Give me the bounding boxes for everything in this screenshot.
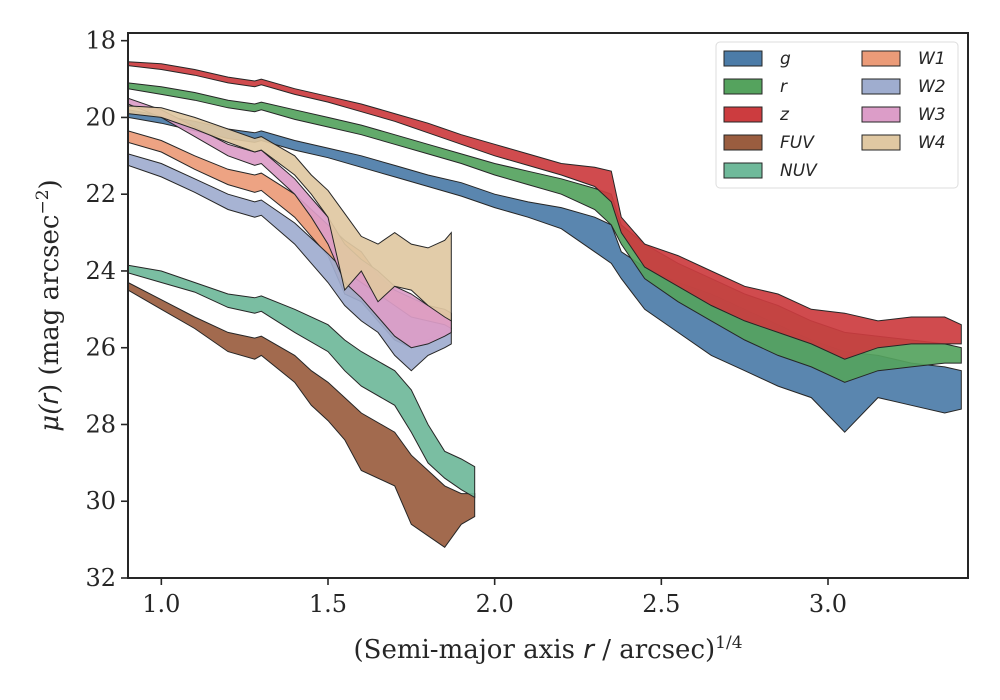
legend-label-w2: W2 (918, 77, 946, 97)
legend-swatch-z (723, 106, 763, 123)
legend-swatch-g (723, 50, 763, 67)
legend-swatch-fuv (723, 134, 763, 151)
legend-swatch-r (723, 78, 763, 95)
legend-label-r: r (780, 77, 788, 97)
x-tick-label: 2.0 (476, 590, 514, 618)
x-tick-label: 2.5 (642, 590, 680, 618)
plot-area (128, 61, 962, 548)
legend-label-w3: W3 (918, 105, 946, 125)
legend-swatch-w3 (861, 106, 901, 123)
legend-label-nuv: NUV (780, 161, 818, 181)
legend-swatch-w4 (861, 134, 901, 151)
band-w2 (128, 153, 452, 372)
x-tick-label: 1.5 (309, 590, 347, 618)
y-tick-label: 30 (85, 487, 116, 515)
legend-swatch-w2 (861, 78, 901, 95)
legend-label-w1: W1 (918, 49, 946, 69)
legend-label-w4: W4 (918, 133, 946, 153)
y-tick-label: 20 (85, 103, 116, 131)
axis-ticks: 1.0 1.5 2.0 2.5 3.0 18 20 22 24 26 28 30 32 (85, 27, 847, 618)
x-tick-label: 1.0 (142, 590, 180, 618)
band-fuv (128, 281, 476, 548)
axes-frame (127, 32, 969, 579)
legend-label-fuv: FUV (780, 133, 815, 153)
y-tick-label: 28 (85, 410, 116, 438)
y-tick-label: 32 (85, 564, 116, 592)
band-z (128, 61, 962, 360)
legend-swatch-nuv (723, 162, 763, 179)
x-tick-label: 3.0 (809, 590, 847, 618)
x-axis-label: (Semi-major axis r / arcsec)1/4 (353, 633, 742, 665)
legend-label-z: z (779, 105, 790, 125)
y-tick-label: 18 (85, 27, 116, 55)
band-nuv (128, 264, 476, 499)
band-w4 (128, 105, 452, 322)
legend-label-g: g (780, 49, 791, 69)
legend: grz FUV NUV W1 W2 W3 W4 (715, 41, 959, 189)
y-axis-label: μ(r) (mag arcsec−2) (33, 179, 65, 431)
y-tick-label: 26 (85, 334, 116, 362)
y-tick-label: 24 (85, 257, 116, 285)
legend-swatch-w1 (861, 50, 901, 67)
band-g (128, 109, 962, 433)
y-tick-label: 22 (85, 180, 116, 208)
